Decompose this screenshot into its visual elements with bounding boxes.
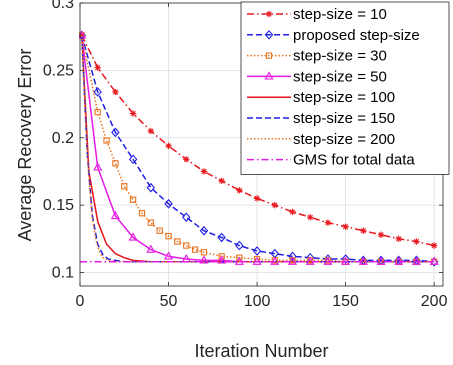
legend-item-7: GMS for total data: [247, 152, 415, 169]
legend-label: step-size = 150: [293, 110, 395, 127]
legend-marker: [264, 29, 274, 40]
series-point: [129, 110, 137, 117]
x-tick-label: 150: [332, 293, 359, 310]
series-point: [146, 244, 156, 253]
legend-item-3: step-size = 50: [247, 68, 387, 85]
legend-box: [240, 1, 450, 175]
axis-ticks: 0 50 100 150 200 0.1 0.15 0.2 0.25 0.3: [43, 0, 448, 310]
series-point: [111, 127, 120, 138]
x-tick-label: 200: [421, 293, 448, 310]
series-point: [288, 251, 297, 262]
series-line-0: [81, 35, 435, 247]
series-point: [271, 201, 278, 209]
series-point: [103, 137, 110, 144]
series-point: [413, 238, 420, 245]
series-point: [199, 225, 209, 236]
x-tick-label: 0: [76, 293, 85, 310]
legend-label: GMS for total data: [293, 152, 415, 169]
series-point: [165, 142, 172, 150]
series-point: [377, 231, 385, 238]
legend-label: step-size = 100: [293, 89, 395, 106]
series-point: [253, 195, 261, 202]
series-point: [217, 232, 226, 243]
series-point: [112, 88, 119, 96]
series-point: [236, 187, 243, 194]
series-point: [360, 227, 367, 234]
series-5: [81, 35, 435, 263]
series-layer: [79, 30, 439, 267]
legend-item-4: step-size = 100: [247, 89, 395, 106]
series-point: [183, 242, 190, 249]
series-point: [146, 182, 156, 193]
legend-item-6: step-size = 200: [247, 131, 395, 148]
legend-label: step-size = 10: [293, 6, 387, 23]
series-line-1: [81, 35, 435, 263]
series-point: [430, 242, 438, 249]
series-point: [94, 64, 101, 71]
series-point: [164, 198, 173, 209]
series-point: [138, 210, 146, 217]
series-0: [79, 32, 438, 249]
legend-item-5: step-size = 150: [247, 110, 395, 127]
series-point: [341, 254, 350, 264]
series-point: [156, 227, 163, 234]
legend-item-2: step-size = 30: [247, 48, 387, 65]
series-point: [94, 109, 101, 116]
legend-marker: [265, 10, 273, 18]
series-point: [324, 219, 332, 226]
legend-marker: [264, 71, 274, 80]
y-tick-label: 0.3: [52, 0, 74, 12]
series-point: [164, 251, 174, 260]
series-point: [147, 127, 155, 135]
series-point: [128, 154, 138, 165]
y-tick-label: 0.25: [43, 62, 74, 79]
series-point: [235, 240, 244, 251]
legend-marker: [265, 52, 273, 59]
series-point: [191, 246, 199, 253]
series-point: [252, 246, 262, 256]
series-point: [93, 87, 102, 97]
series-point: [218, 177, 225, 185]
series-point: [218, 253, 225, 260]
series-point: [182, 212, 191, 223]
y-tick-label: 0.2: [52, 130, 74, 147]
series-point: [174, 238, 181, 245]
series-line-5: [81, 35, 435, 263]
legend-label: step-size = 30: [293, 48, 387, 65]
y-tick-label: 0.1: [52, 265, 74, 282]
series-point: [306, 214, 314, 221]
legend-label: proposed step-size: [293, 27, 420, 44]
series-point: [342, 223, 349, 230]
legend-label: step-size = 50: [293, 68, 387, 85]
series-point: [236, 254, 243, 261]
series-point: [128, 232, 138, 241]
series-point: [93, 162, 103, 171]
series-point: [147, 219, 154, 226]
series-point: [183, 156, 190, 163]
series-point: [121, 183, 128, 190]
series-point: [110, 210, 120, 220]
series-point: [217, 255, 227, 264]
legend-label: step-size = 200: [293, 131, 395, 148]
x-axis-label: Iteration Number: [194, 341, 328, 361]
series-point: [395, 235, 402, 243]
x-tick-label: 50: [160, 293, 178, 310]
x-tick-label: 100: [244, 293, 271, 310]
series-point: [199, 255, 209, 264]
series-point: [289, 208, 296, 216]
series-point: [129, 196, 137, 203]
legend-item-1: proposed step-size: [247, 27, 420, 44]
legend: step-size = 10 proposed step-size step-siz…: [240, 1, 450, 175]
legend-item-0: step-size = 10: [247, 6, 387, 23]
y-tick-label: 0.15: [43, 197, 74, 214]
series-point: [165, 232, 172, 240]
y-axis-label: Average Recovery Error: [15, 49, 35, 242]
series-point: [200, 168, 208, 175]
series-point: [112, 160, 119, 167]
series-point: [200, 249, 208, 256]
